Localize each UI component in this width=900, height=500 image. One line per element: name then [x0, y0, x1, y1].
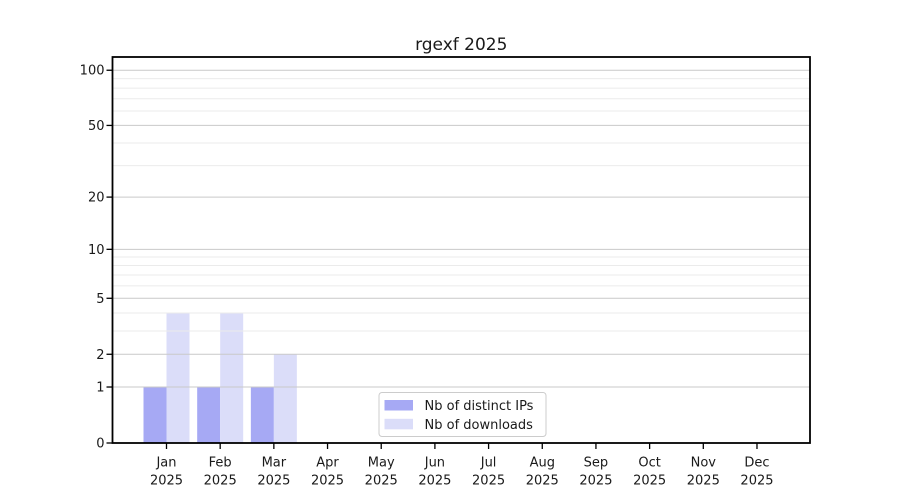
x-tick-label-year: 2025 [526, 474, 559, 489]
legend-swatch-downloads [384, 418, 413, 430]
x-tick-label-year: 2025 [740, 474, 773, 489]
x-tick-label-month: Aug [530, 456, 555, 471]
x-tick-label-year: 2025 [633, 474, 666, 489]
x-tick-label-year: 2025 [418, 474, 451, 489]
y-tick-label: 0 [96, 437, 104, 452]
legend-label-downloads: Nb of downloads [425, 418, 534, 433]
y-tick-label: 5 [96, 292, 104, 307]
x-tick-label-month: May [368, 456, 395, 471]
x-tick-label-year: 2025 [472, 474, 505, 489]
legend-label-distinct-ips: Nb of distinct IPs [425, 399, 534, 414]
bar-distinct-ips-feb [197, 387, 221, 443]
y-axis: 0 1 2 5 10 20 50 100 [80, 64, 113, 452]
x-tick-label-month: Jul [480, 456, 497, 471]
x-tick-label-month: Feb [209, 456, 232, 471]
legend-swatch-distinct-ips [384, 400, 413, 411]
bar-downloads-mar [273, 354, 297, 443]
x-tick-label-year: 2025 [579, 474, 612, 489]
x-tick-label-month: Jan [155, 456, 176, 471]
x-tick-label-year: 2025 [150, 474, 183, 489]
x-tick-label-month: Apr [316, 456, 339, 471]
x-tick-label-month: Nov [691, 456, 717, 471]
bar-downloads-jan [166, 313, 190, 443]
bar-distinct-ips-mar [250, 387, 274, 443]
plot-border [111, 56, 811, 444]
x-tick-label-year: 2025 [204, 474, 237, 489]
y-tick-label: 20 [88, 191, 105, 206]
x-tick-label-year: 2025 [687, 474, 720, 489]
x-axis: Jan 2025 Feb 2025 Mar 2025 Apr 2025 May 2025 Jun 20… [150, 443, 774, 489]
legend-box [378, 392, 547, 437]
y-tick-label: 50 [88, 119, 105, 134]
legend: Nb of distinct IPs Nb of downloads [378, 392, 547, 437]
y-tick-label: 2 [96, 348, 104, 363]
bar-downloads-feb [220, 313, 244, 443]
y-tick-label: 1 [96, 381, 104, 396]
gridlines-group [112, 69, 810, 388]
bar-distinct-ips-jan [143, 387, 167, 443]
x-tick-label-year: 2025 [311, 474, 344, 489]
y-tick-label: 10 [88, 243, 105, 258]
bars-group [143, 313, 297, 443]
x-tick-label-year: 2025 [257, 474, 290, 489]
y-tick-label: 100 [80, 64, 105, 79]
chart-title: rgexf 2025 [415, 35, 507, 55]
x-tick-label-month: Dec [744, 456, 769, 471]
x-tick-label-month: Jun [424, 456, 445, 471]
x-tick-label-month: Sep [584, 456, 609, 471]
x-tick-label-month: Mar [262, 456, 287, 471]
x-tick-label-month: Oct [638, 456, 660, 471]
x-tick-label-year: 2025 [365, 474, 398, 489]
